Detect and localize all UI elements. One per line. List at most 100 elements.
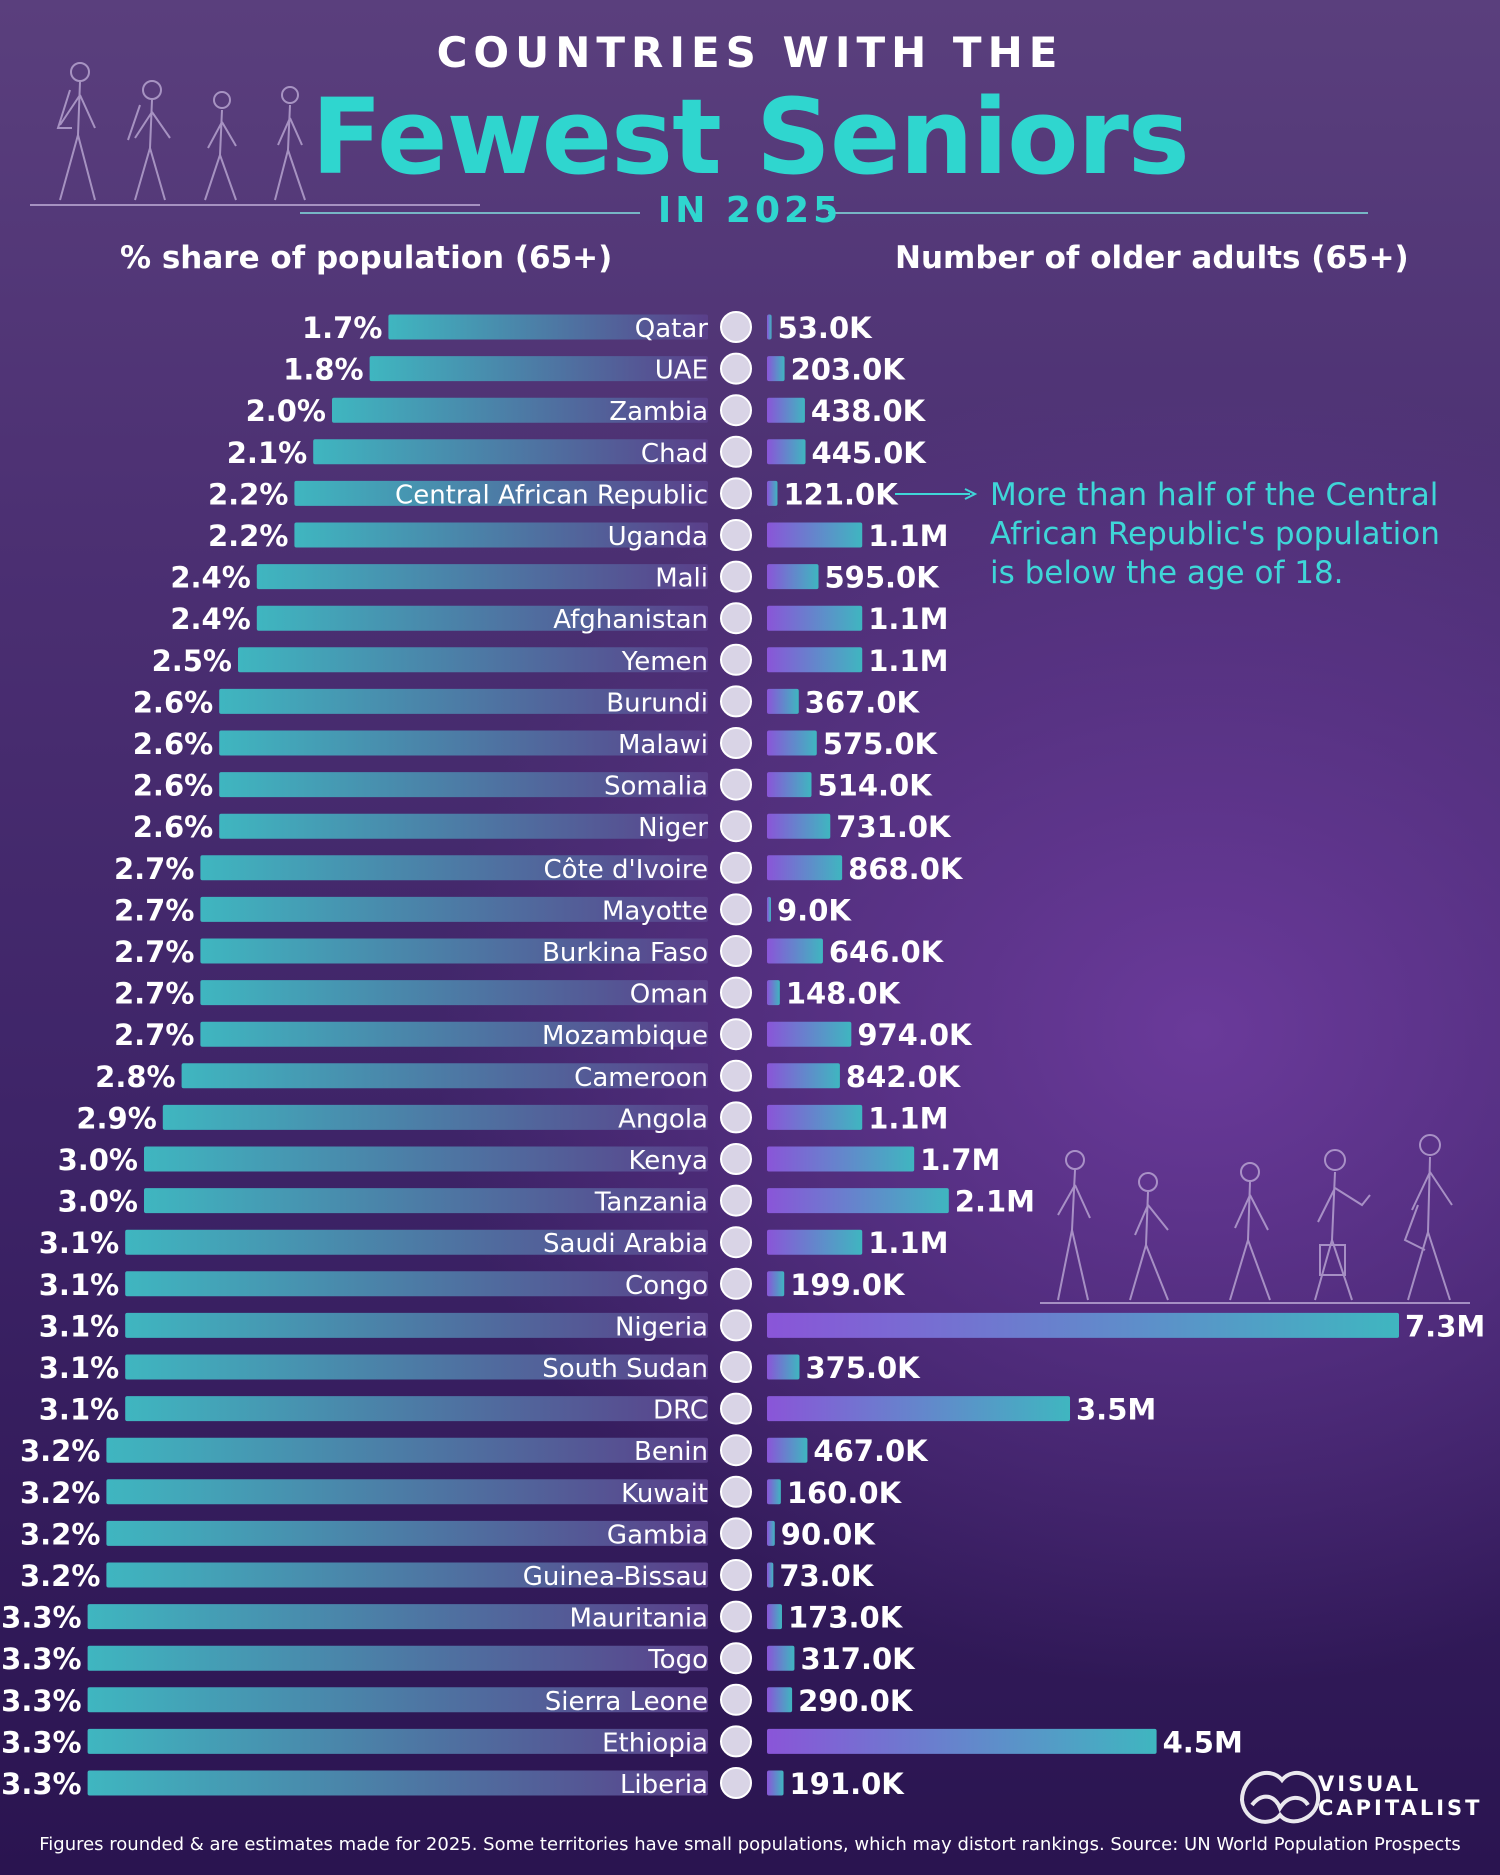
share-value-label: 2.6% xyxy=(133,769,213,803)
flag-icon xyxy=(720,935,752,967)
flag-icon xyxy=(720,519,752,551)
count-value-label: 1.1M xyxy=(868,519,948,553)
bar-row-zambia: 2.0% Zambia 438.0K xyxy=(246,394,927,428)
country-label: Kenya xyxy=(628,1146,708,1176)
share-bar-ethiopia xyxy=(87,1728,709,1754)
count-bar-central-african-republic xyxy=(767,480,778,506)
bar-row-burundi: 2.6% Burundi 367.0K xyxy=(133,685,921,719)
count-value-label: 375.0K xyxy=(805,1351,921,1385)
flag-icon xyxy=(720,1184,752,1217)
share-value-label: 3.3% xyxy=(1,1684,81,1718)
bar-row-burkina-faso: 2.7% Burkina Faso 646.0K xyxy=(114,935,945,969)
flag-icon xyxy=(720,560,752,593)
count-bar-niger xyxy=(767,813,831,839)
count-bar-uae xyxy=(767,356,785,382)
bar-row-afghanistan: 2.4% Afghanistan 1.1M xyxy=(170,602,948,636)
share-bar-uganda xyxy=(294,522,708,548)
count-bar-uganda xyxy=(767,522,863,548)
count-value-label: 974.0K xyxy=(857,1018,973,1052)
country-label: Angola xyxy=(618,1104,708,1134)
share-bar-gambia xyxy=(106,1520,708,1546)
count-value-label: 3.5M xyxy=(1076,1393,1156,1427)
share-value-label: 3.2% xyxy=(20,1517,100,1551)
country-label: Cameroon xyxy=(574,1063,708,1093)
count-value-label: 595.0K xyxy=(825,561,941,595)
share-value-label: 2.4% xyxy=(170,602,250,636)
country-label: Nigeria xyxy=(615,1312,708,1342)
country-label: Mali xyxy=(655,564,708,594)
flag-icon xyxy=(720,1267,752,1300)
bar-row-chad: 2.1% Chad 445.0K xyxy=(227,435,928,470)
bar-row-qatar: 1.7% Qatar 53.0K xyxy=(302,311,873,345)
bar-row-malawi: 2.6% Malawi 575.0K xyxy=(133,727,939,761)
share-value-label: 2.8% xyxy=(95,1060,175,1094)
share-value-label: 2.4% xyxy=(170,561,250,595)
logo-text: VISUAL CAPITALIST xyxy=(1318,1772,1482,1820)
country-label: Gambia xyxy=(607,1520,708,1550)
share-bar-afghanistan xyxy=(256,605,708,631)
flag-icon xyxy=(720,1226,752,1259)
bar-row-angola: 2.9% Angola 1.1M xyxy=(76,1101,948,1135)
count-value-label: 1.7M xyxy=(920,1143,1000,1177)
title-rule-left xyxy=(300,212,640,214)
count-value-label: 575.0K xyxy=(823,727,939,761)
country-label: Burkina Faso xyxy=(542,938,708,968)
count-bar-zambia xyxy=(767,397,805,423)
share-bar-kuwait xyxy=(106,1479,708,1505)
share-value-label: 3.1% xyxy=(39,1351,119,1385)
right-axis-title: Number of older adults (65+) xyxy=(895,240,1409,276)
bar-row-mayotte: 2.7% Mayotte 9.0K xyxy=(114,893,852,927)
share-bar-chad xyxy=(313,439,708,465)
country-label: Yemen xyxy=(621,647,708,677)
visual-capitalist-logo-icon xyxy=(1239,1770,1321,1824)
country-label: Oman xyxy=(630,980,708,1010)
flag-icon xyxy=(720,1018,752,1051)
logo-line-1: VISUAL xyxy=(1318,1772,1422,1796)
share-bar-nigeria xyxy=(125,1312,708,1338)
count-value-label: 1.1M xyxy=(868,1101,948,1135)
share-value-label: 2.2% xyxy=(208,477,288,511)
country-label: Saudi Arabia xyxy=(543,1229,708,1259)
count-bar-afghanistan xyxy=(767,605,863,631)
count-bar-mozambique xyxy=(767,1021,852,1047)
country-label: Afghanistan xyxy=(553,605,708,635)
bar-row-oman: 2.7% Oman 148.0K xyxy=(114,976,902,1011)
share-value-label: 3.3% xyxy=(1,1642,81,1676)
count-value-label: 514.0K xyxy=(817,769,933,803)
country-label: Congo xyxy=(625,1271,708,1301)
share-value-label: 2.6% xyxy=(133,810,213,844)
count-bar-congo xyxy=(767,1271,785,1297)
walking-people-illustration-bottom xyxy=(1040,1134,1470,1304)
country-label: Burundi xyxy=(606,688,708,718)
flag-icon xyxy=(720,1600,752,1633)
flag-icon xyxy=(720,1059,752,1092)
country-label: Malawi xyxy=(618,730,708,760)
country-label: Guinea-Bissau xyxy=(523,1562,708,1592)
count-bar-yemen xyxy=(767,647,863,673)
bar-row-yemen: 2.5% Yemen 1.1M xyxy=(152,643,948,678)
share-bar-uae xyxy=(369,356,708,382)
bar-row-drc: 3.1% DRC 3.5M xyxy=(39,1392,1156,1427)
count-bar-tanzania xyxy=(767,1188,949,1214)
count-bar-somalia xyxy=(767,772,812,798)
count-value-label: 646.0K xyxy=(829,935,945,969)
page-title: Fewest Seniors xyxy=(311,76,1190,198)
share-bar-kenya xyxy=(144,1146,708,1172)
count-bar-oman xyxy=(767,980,780,1006)
count-value-label: 160.0K xyxy=(787,1476,903,1510)
count-value-label: 445.0K xyxy=(812,436,928,470)
annotation-text: More than half of the Central African Re… xyxy=(990,477,1440,591)
count-value-label: 203.0K xyxy=(791,353,907,387)
flag-icon xyxy=(720,810,752,843)
flag-icon xyxy=(720,1559,752,1591)
bar-row-saudi-arabia: 3.1% Saudi Arabia 1.1M xyxy=(39,1226,948,1260)
share-bar-central-african-republic xyxy=(294,480,708,506)
flag-icon xyxy=(720,1143,752,1175)
share-bar-south-sudan xyxy=(125,1354,708,1380)
count-bar-sierra-leone xyxy=(767,1687,793,1713)
country-label: South Sudan xyxy=(542,1354,708,1384)
share-value-label: 3.2% xyxy=(20,1559,100,1593)
bar-row-sierra-leone: 3.3% Sierra Leone 290.0K xyxy=(1,1683,914,1718)
share-value-label: 2.7% xyxy=(114,852,194,886)
share-bar-benin xyxy=(106,1437,708,1463)
